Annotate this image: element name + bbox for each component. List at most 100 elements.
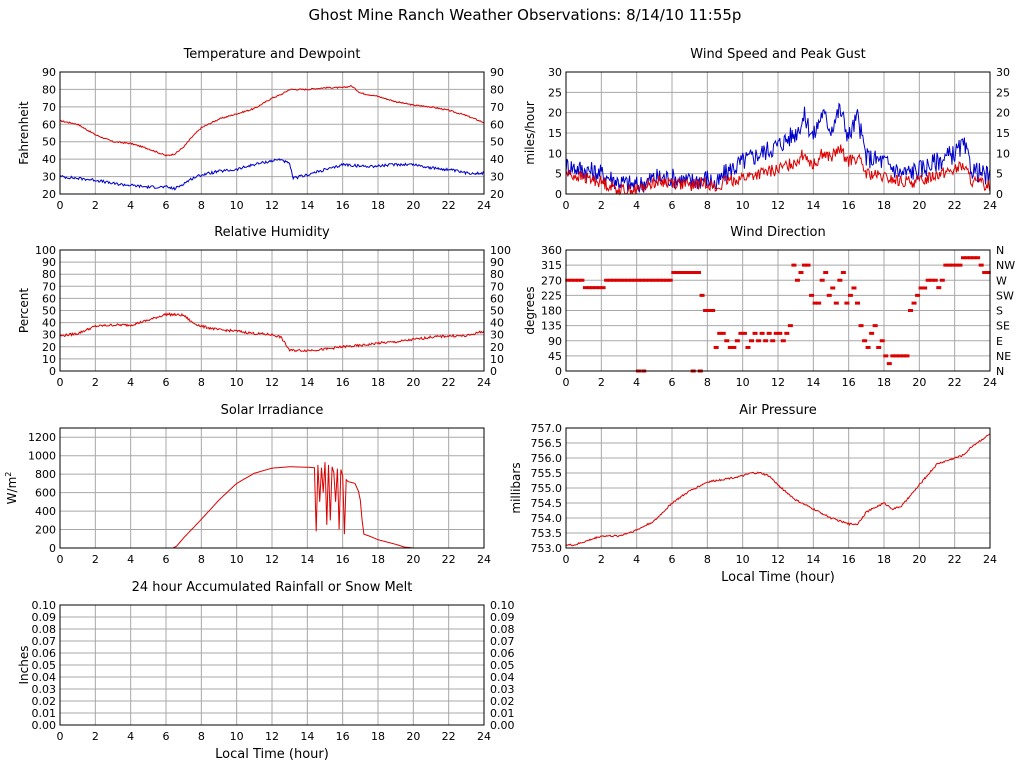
series-line (565, 102, 991, 193)
y-tick-label: 60 (42, 118, 56, 131)
data-point (618, 278, 624, 282)
y-tick-label: 0 (49, 365, 56, 378)
x-tick-label: 8 (704, 376, 711, 389)
data-point (703, 309, 709, 312)
x-tick-label: 16 (336, 730, 350, 743)
y-tick-label-right: 0.02 (490, 695, 515, 708)
data-point (717, 331, 723, 335)
x-tick-label: 20 (406, 199, 420, 212)
y-tick-label: 70 (42, 101, 56, 114)
data-point (738, 331, 744, 335)
data-point (985, 271, 991, 275)
y-tick-label-right: 0.04 (490, 671, 515, 684)
data-point (720, 331, 726, 335)
y-tick-label: 70 (42, 280, 56, 293)
data-point (639, 278, 645, 282)
x-tick-label: 10 (736, 376, 750, 389)
x-tick-label: 2 (92, 199, 99, 212)
y-tick-label-right: 30 (490, 329, 504, 342)
x-tick-label: 20 (406, 730, 420, 743)
data-point (932, 278, 938, 282)
y-tick-label: 0.01 (32, 707, 57, 720)
y-tick-label: 30 (548, 66, 562, 79)
y-tick-label: 753.5 (531, 527, 563, 540)
data-point (809, 293, 815, 297)
data-point (607, 278, 613, 282)
x-tick-label: 16 (842, 376, 856, 389)
y-tick-label: 20 (42, 341, 56, 354)
y-tick-label: 800 (35, 468, 56, 481)
y-tick-label-right: 90 (490, 256, 504, 269)
x-axis-label: Local Time (hour) (721, 570, 835, 585)
y-tick-label-right: 0.10 (490, 599, 515, 612)
y-tick-label-right: 0.00 (490, 719, 515, 732)
x-tick-label: 4 (127, 376, 134, 389)
x-tick-label: 10 (736, 553, 750, 566)
y-tick-label-right: 30 (996, 66, 1010, 79)
x-tick-label: 0 (57, 553, 64, 566)
x-tick-label: 24 (477, 376, 491, 389)
y-tick-label-right: 90 (490, 66, 504, 79)
data-point (763, 339, 769, 343)
data-point (646, 278, 652, 282)
y-axis-label: miles/hour (523, 101, 537, 165)
data-point (805, 263, 811, 267)
y-tick-label-right: S (996, 305, 1003, 318)
y-tick-label: 0.08 (32, 623, 57, 636)
y-tick-label-right: 50 (490, 136, 504, 149)
x-tick-label: 24 (477, 199, 491, 212)
data-point (628, 278, 634, 282)
data-point (844, 301, 850, 305)
data-point (611, 278, 617, 282)
chart-wind-direction: 0 2 4 6 8 10 12 14 16 18 20 22 240459013518022527031… (523, 225, 1015, 389)
x-tick-label: 22 (442, 199, 456, 212)
data-point (696, 271, 701, 275)
y-tick-label-right: 80 (490, 268, 504, 281)
y-tick-label-right: 70 (490, 101, 504, 114)
data-point (851, 286, 857, 290)
y-tick-label: 0.00 (32, 719, 57, 732)
y-tick-label-right: 25 (996, 86, 1010, 99)
data-point (897, 354, 903, 358)
data-point (794, 278, 800, 282)
data-point (840, 271, 846, 275)
y-tick-label-right: W (996, 274, 1007, 287)
y-tick-label: 0.05 (32, 659, 57, 672)
data-point (600, 286, 606, 290)
y-tick-label-right: 20 (490, 341, 504, 354)
y-tick-label-right: 100 (490, 244, 511, 257)
chart-title: Solar Irradiance (221, 403, 324, 418)
y-axis-label: Percent (17, 288, 31, 333)
y-tick-label-right: 60 (490, 292, 504, 305)
x-tick-label: 2 (598, 199, 605, 212)
x-tick-label: 20 (912, 199, 926, 212)
y-tick-label-right: 15 (996, 127, 1010, 140)
chart-title: Wind Speed and Peak Gust (690, 47, 865, 62)
plot-frame (59, 249, 485, 372)
x-tick-label: 8 (704, 553, 711, 566)
y-tick-label: 400 (35, 505, 56, 518)
data-point (957, 263, 963, 267)
x-tick-label: 0 (57, 376, 64, 389)
data-point (879, 339, 885, 343)
x-tick-label: 2 (598, 376, 605, 389)
y-tick-label-right: 10 (490, 353, 504, 366)
data-point (727, 345, 733, 349)
y-tick-label: 30 (42, 329, 56, 342)
series-line (59, 157, 485, 191)
y-tick-label-right: SE (996, 320, 1010, 333)
data-point (678, 271, 684, 275)
x-tick-label: 16 (336, 199, 350, 212)
data-point (660, 278, 666, 282)
plot-frame (59, 604, 485, 726)
data-point (582, 286, 588, 290)
x-tick-label: 18 (371, 730, 385, 743)
data-point (614, 278, 620, 282)
data-point (876, 345, 882, 349)
x-tick-label: 6 (669, 199, 676, 212)
y-tick-label: 0.09 (32, 611, 57, 624)
y-tick-label: 40 (42, 317, 56, 330)
data-point (837, 278, 843, 282)
x-tick-label: 8 (704, 199, 711, 212)
data-point (706, 309, 712, 312)
